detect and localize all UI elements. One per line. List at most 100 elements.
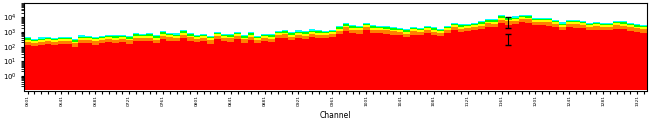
Bar	[173, 41, 180, 91]
Bar	[593, 26, 600, 30]
Bar	[220, 35, 228, 36]
Bar	[370, 25, 376, 26]
Bar	[281, 31, 289, 33]
Bar	[241, 39, 248, 43]
Bar	[38, 42, 45, 45]
Bar	[532, 19, 539, 20]
Bar	[166, 37, 173, 40]
Bar	[491, 20, 499, 22]
Bar	[315, 31, 322, 33]
Bar	[133, 41, 139, 91]
Bar	[404, 37, 410, 91]
Bar	[261, 36, 268, 38]
Bar	[505, 25, 512, 91]
Bar	[580, 23, 586, 25]
Bar	[478, 26, 485, 29]
Bar	[349, 30, 356, 33]
Bar	[295, 38, 302, 91]
Bar	[85, 37, 92, 38]
Bar	[166, 35, 173, 37]
Bar	[234, 32, 241, 33]
Bar	[552, 24, 559, 27]
Bar	[289, 37, 295, 40]
Bar	[458, 27, 464, 29]
Bar	[437, 31, 444, 33]
Bar	[512, 16, 519, 17]
Bar	[464, 31, 471, 91]
Bar	[417, 30, 424, 32]
Bar	[112, 39, 119, 43]
Bar	[119, 35, 126, 36]
Bar	[302, 32, 309, 34]
Bar	[160, 32, 166, 34]
Bar	[281, 33, 289, 34]
Bar	[458, 24, 464, 25]
Bar	[187, 34, 194, 36]
Bar	[336, 29, 343, 31]
Bar	[268, 34, 275, 35]
Bar	[640, 33, 647, 91]
Bar	[261, 35, 268, 36]
Bar	[512, 19, 519, 21]
Bar	[241, 38, 248, 39]
Bar	[471, 27, 478, 30]
Bar	[566, 27, 573, 91]
Bar	[275, 31, 281, 32]
Bar	[153, 40, 160, 43]
Bar	[58, 41, 65, 44]
Bar	[545, 26, 552, 91]
Bar	[512, 21, 519, 24]
Bar	[336, 34, 343, 91]
Bar	[119, 42, 126, 91]
Bar	[133, 36, 139, 38]
Bar	[227, 38, 234, 42]
Bar	[194, 37, 200, 39]
Bar	[343, 23, 349, 24]
Bar	[99, 38, 105, 40]
Bar	[146, 41, 153, 91]
Bar	[404, 34, 410, 37]
Bar	[322, 33, 329, 35]
Bar	[370, 26, 376, 28]
Bar	[430, 32, 437, 35]
Bar	[65, 44, 72, 91]
Bar	[268, 37, 275, 39]
Bar	[302, 39, 309, 91]
Bar	[112, 43, 119, 91]
Bar	[126, 37, 133, 39]
Bar	[363, 24, 370, 25]
Bar	[38, 40, 45, 42]
Bar	[471, 23, 478, 24]
Bar	[593, 23, 600, 24]
Bar	[634, 25, 640, 26]
Bar	[281, 30, 289, 31]
Bar	[424, 30, 430, 33]
Bar	[180, 31, 187, 33]
Bar	[640, 25, 647, 26]
Bar	[430, 35, 437, 91]
Bar	[220, 38, 228, 41]
Bar	[404, 29, 410, 30]
Bar	[322, 35, 329, 38]
Bar	[153, 36, 160, 38]
Bar	[72, 42, 79, 43]
Bar	[376, 33, 383, 91]
Bar	[105, 37, 112, 39]
Bar	[220, 34, 228, 35]
Bar	[268, 39, 275, 42]
Bar	[512, 24, 519, 91]
Bar	[451, 23, 458, 24]
Bar	[133, 33, 139, 34]
Bar	[370, 30, 376, 33]
Bar	[343, 24, 349, 26]
Bar	[45, 37, 51, 38]
Bar	[31, 39, 38, 40]
Bar	[180, 38, 187, 91]
Bar	[356, 27, 363, 28]
Bar	[634, 28, 640, 32]
Bar	[173, 36, 180, 38]
Bar	[315, 33, 322, 35]
Bar	[214, 39, 220, 91]
Bar	[65, 39, 72, 41]
Bar	[573, 21, 580, 22]
